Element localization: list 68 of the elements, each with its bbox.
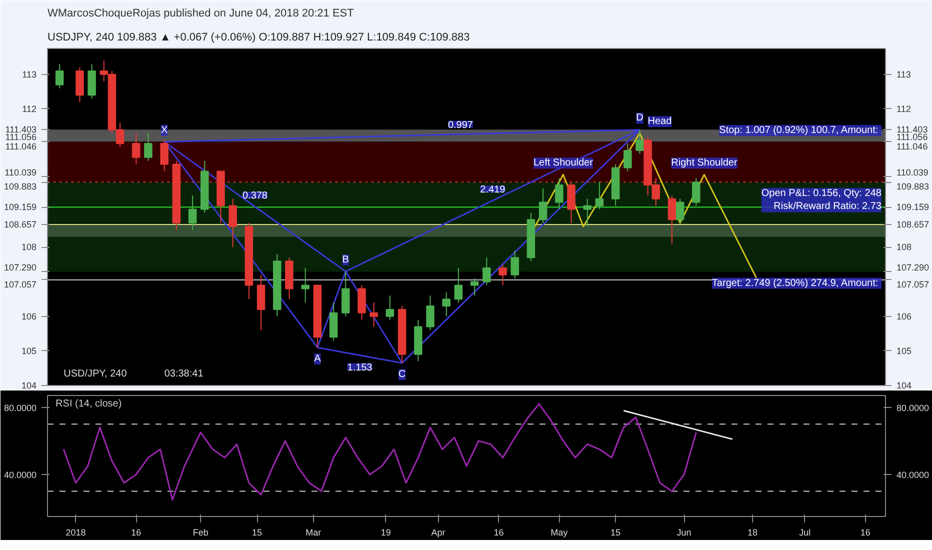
annotation: C bbox=[398, 369, 406, 380]
chart-title: WMarcosChoqueRojas published on June 04, 2018 20:21 EST bbox=[48, 8, 354, 20]
y-tick-label: 111.046 bbox=[5, 141, 37, 152]
y2-tick-label: 107.057 bbox=[896, 279, 930, 290]
y2-tick-label: 108.657 bbox=[896, 220, 930, 230]
y-tick-label: 104 bbox=[21, 380, 37, 390]
y-tick-label: 108.657 bbox=[4, 220, 37, 230]
y2-tick-label: 105 bbox=[896, 346, 912, 356]
x-tick-label: Jun bbox=[676, 528, 692, 538]
y2-tick-label: 111.046 bbox=[896, 141, 928, 152]
annotation: A bbox=[314, 353, 322, 364]
y-tick-label: 108 bbox=[21, 242, 37, 252]
x-tick-label: 19 bbox=[380, 528, 391, 538]
annotation: Right Shoulder bbox=[671, 158, 738, 169]
y-tick-label: 113 bbox=[22, 69, 37, 80]
annotation: 0.997 bbox=[448, 120, 474, 131]
y-tick-label: 109.883 bbox=[4, 182, 37, 192]
y-tick-label: 107.290 bbox=[4, 262, 37, 272]
y2-tick-label: 109.159 bbox=[896, 202, 930, 212]
chart-subtitle: USDJPY, 240 109.883 ▲ +0.067 (+0.06%) O:109.887 H:109.927 L:109.849 C:109.883 bbox=[48, 32, 470, 44]
y-tick-label: 109.159 bbox=[4, 202, 37, 212]
y2-tick-label: 108 bbox=[896, 242, 912, 252]
annotation: Head bbox=[648, 116, 672, 128]
x-tick-label: 15 bbox=[610, 528, 621, 538]
annotation: USD/JPY, 240 bbox=[64, 368, 128, 380]
y2-tick-label: 106 bbox=[896, 311, 912, 322]
annotation: Open P&L: 0.156, Qty: 248 Risk/Reward Ratio: 2.73 bbox=[761, 188, 882, 212]
y2-tick-label: 109.883 bbox=[896, 182, 930, 192]
x-tick-label: Apr bbox=[431, 528, 446, 538]
y-tick-label: 40.0000 bbox=[4, 470, 37, 480]
annotation: Left Shoulder bbox=[533, 158, 594, 169]
y2-tick-label: 107.290 bbox=[896, 262, 930, 272]
annotation: 1.153 bbox=[347, 362, 373, 374]
x-tick-label: 15 bbox=[252, 528, 262, 538]
x-tick-label: Feb bbox=[192, 528, 208, 538]
y2-tick-label: 104 bbox=[896, 380, 912, 390]
annotation: 0.378 bbox=[242, 190, 268, 202]
x-tick-label: 18 bbox=[748, 528, 758, 538]
annotation: Target: 2.749 (2.50%) 274.9, Amount: bbox=[712, 278, 878, 289]
y-tick-label: 111.403 bbox=[5, 124, 37, 135]
y2-tick-label: 80.0000 bbox=[896, 402, 930, 413]
annotation: Stop: 1.007 (0.92%) 100.7, Amount: bbox=[719, 124, 878, 136]
annotation: 03:38:41 bbox=[164, 368, 204, 380]
x-tick-label: May bbox=[550, 528, 568, 538]
y-tick-label: 80.0000 bbox=[4, 402, 37, 413]
y-tick-label: 105 bbox=[21, 346, 37, 356]
y2-tick-label: 112 bbox=[896, 104, 911, 114]
x-tick-label: 16 bbox=[131, 528, 142, 538]
x-tick-label: Jul bbox=[799, 528, 811, 538]
y-tick-label: 110.039 bbox=[4, 167, 37, 178]
y2-tick-label: 40.0000 bbox=[896, 470, 930, 480]
y-tick-label: 107.057 bbox=[4, 279, 37, 290]
y2-tick-label: 111.056 bbox=[896, 132, 928, 142]
y2-tick-label: 111.403 bbox=[896, 124, 928, 135]
annotation: D bbox=[636, 112, 644, 124]
y-tick-label: 111.056 bbox=[5, 132, 37, 142]
chart-title: RSI (14, close) bbox=[56, 398, 122, 410]
x-tick-label: 16 bbox=[494, 528, 504, 538]
annotation: B bbox=[342, 254, 350, 266]
annotation: X bbox=[161, 124, 168, 136]
x-tick-label: Mar bbox=[306, 528, 322, 538]
y-tick-label: 106 bbox=[21, 311, 37, 322]
annotation: 2.419 bbox=[480, 184, 506, 196]
y2-tick-label: 113 bbox=[896, 69, 911, 80]
x-tick-label: 16 bbox=[860, 528, 870, 538]
x-tick-label: 2018 bbox=[66, 528, 86, 538]
y2-tick-label: 110.039 bbox=[896, 167, 928, 178]
y-tick-label: 112 bbox=[22, 104, 37, 114]
